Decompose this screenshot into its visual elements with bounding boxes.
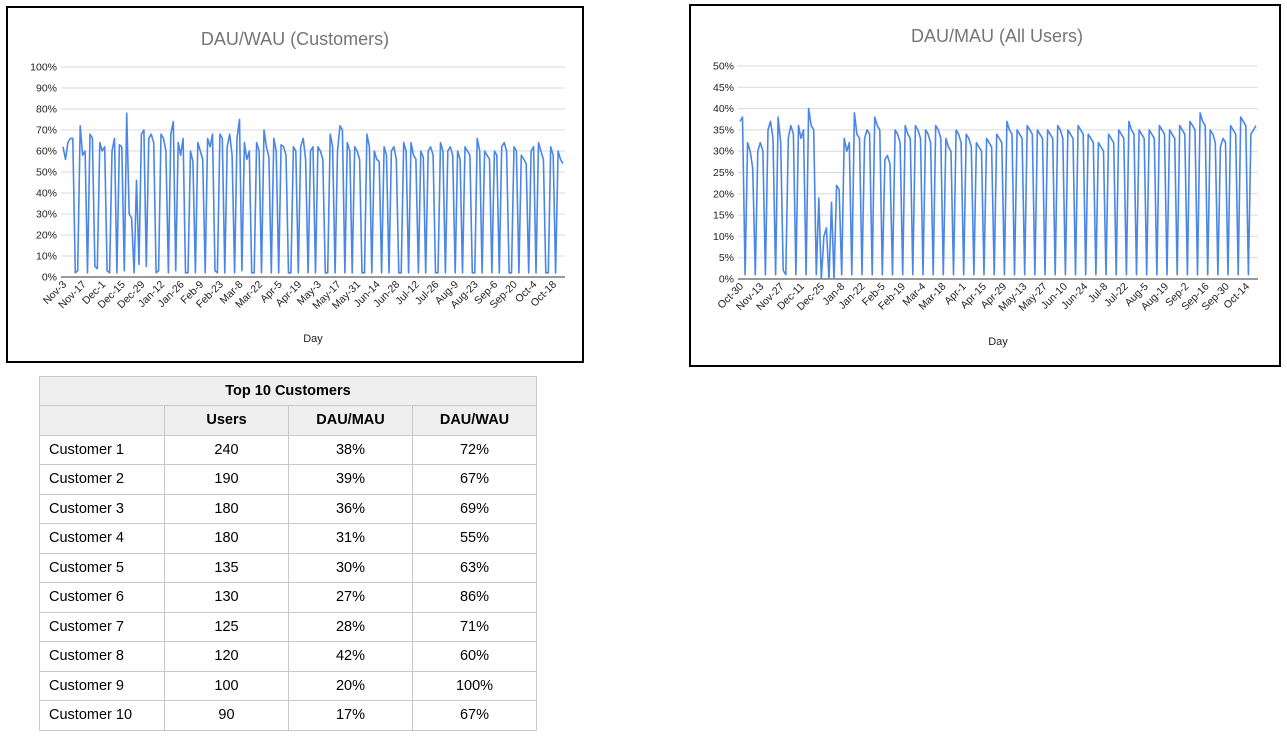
table-cell: 63% [412, 552, 537, 583]
column-header [39, 405, 165, 436]
x-axis-label: Day [988, 336, 1008, 348]
chart-panel-dau-mau: DAU/MAU (All Users) 0% 5% 10% 15% 20% 25% 30% 35… [689, 4, 1281, 367]
y-tick-label: 30% [36, 209, 57, 221]
y-tick-label: 70% [36, 125, 57, 137]
table-cell: 120 [164, 641, 289, 672]
customer-name-cell: Customer 5 [39, 552, 165, 583]
chart-title: DAU/MAU (All Users) [911, 26, 1083, 46]
table-cell: 67% [412, 700, 537, 731]
table-cell: 100 [164, 670, 289, 701]
table-cell: 125 [164, 611, 289, 642]
table-cell: 67% [412, 464, 537, 495]
table-row: Customer 4 180 31% 55% [39, 523, 537, 554]
table-cell: 42% [288, 641, 413, 672]
table-cell: 60% [412, 641, 537, 672]
customer-name-cell: Customer 9 [39, 670, 165, 701]
chart-panel-dau-wau: DAU/WAU (Customers) 0% 10% 20% 30% 40% 50% 60% 7… [6, 6, 584, 363]
table-title: Top 10 Customers [39, 376, 537, 406]
y-tick-label: 50% [36, 167, 57, 179]
table-row: Customer 9 100 20% 100% [39, 670, 537, 701]
y-tick-label: 20% [713, 188, 734, 200]
y-tick-label: 0% [42, 272, 57, 284]
table-row: Customer 1 240 38% 72% [39, 434, 537, 465]
x-axis-label: Day [303, 333, 323, 345]
customer-name-cell: Customer 8 [39, 641, 165, 672]
y-tick-label: 15% [713, 210, 734, 222]
series-line [739, 107, 1257, 280]
column-header: DAU/MAU [288, 405, 413, 436]
table-cell: 39% [288, 464, 413, 495]
table-cell: 100% [412, 670, 537, 701]
table-cell: 180 [164, 493, 289, 524]
table-row: Customer 7 125 28% 71% [39, 611, 537, 642]
series-line [62, 112, 564, 274]
customer-name-cell: Customer 7 [39, 611, 165, 642]
table-row: Customer 3 180 36% 69% [39, 493, 537, 524]
table-cell: 31% [288, 523, 413, 554]
y-tick-label: 30% [713, 146, 734, 158]
y-tick-label: 25% [713, 167, 734, 179]
y-tick-label: 10% [713, 231, 734, 243]
y-tick-label: 45% [713, 82, 734, 94]
y-tick-label: 40% [713, 103, 734, 115]
y-tick-label: 0% [719, 274, 734, 286]
customer-name-cell: Customer 2 [39, 464, 165, 495]
y-tick-label: 20% [36, 230, 57, 242]
table-cell: 17% [288, 700, 413, 731]
y-tick-label: 40% [36, 188, 57, 200]
table-cell: 180 [164, 523, 289, 554]
table-cell: 36% [288, 493, 413, 524]
table-cell: 72% [412, 434, 537, 465]
dau-mau-chart: DAU/MAU (All Users) 0% 5% 10% 15% 20% 25% 30% 35… [713, 26, 1258, 348]
y-tick-label: 5% [719, 252, 734, 264]
table-row: Customer 8 120 42% 60% [39, 641, 537, 672]
y-tick-label: 10% [36, 251, 57, 263]
table-cell: 27% [288, 582, 413, 613]
y-tick-label: 60% [36, 146, 57, 158]
column-header: DAU/WAU [412, 405, 537, 436]
y-tick-label: 90% [36, 83, 57, 95]
chart-title: DAU/WAU (Customers) [201, 29, 389, 49]
table-cell: 38% [288, 434, 413, 465]
customer-name-cell: Customer 10 [39, 700, 165, 731]
y-tick-label: 35% [713, 124, 734, 136]
table-row: Customer 5 135 30% 63% [39, 552, 537, 583]
table-cell: 71% [412, 611, 537, 642]
table-row: Customer 2 190 39% 67% [39, 464, 537, 495]
customer-name-cell: Customer 4 [39, 523, 165, 554]
table-body: Customer 1 240 38% 72% Customer 2 190 39% 67% Cu… [39, 434, 537, 731]
table-cell: 55% [412, 523, 537, 554]
table-cell: 28% [288, 611, 413, 642]
table-cell: 190 [164, 464, 289, 495]
table-row: Customer 6 130 27% 86% [39, 582, 537, 613]
table-cell: 135 [164, 552, 289, 583]
table-cell: 20% [288, 670, 413, 701]
table-cell: 90 [164, 700, 289, 731]
y-tick-label: 80% [36, 104, 57, 116]
table-cell: 86% [412, 582, 537, 613]
dau-wau-chart: DAU/WAU (Customers) 0% 10% 20% 30% 40% 50% 60% 7… [30, 29, 565, 345]
table-row: Customer 10 90 17% 67% [39, 700, 537, 731]
table-cell: 69% [412, 493, 537, 524]
y-tick-label: 100% [30, 62, 57, 74]
table-cell: 130 [164, 582, 289, 613]
table-cell: 30% [288, 552, 413, 583]
top-customers-table: Top 10 Customers Users DAU/MAU DAU/WAU C… [39, 376, 537, 731]
y-tick-label: 50% [713, 61, 734, 73]
customer-name-cell: Customer 1 [39, 434, 165, 465]
table-cell: 240 [164, 434, 289, 465]
customer-name-cell: Customer 6 [39, 582, 165, 613]
customer-name-cell: Customer 3 [39, 493, 165, 524]
column-header: Users [164, 405, 289, 436]
